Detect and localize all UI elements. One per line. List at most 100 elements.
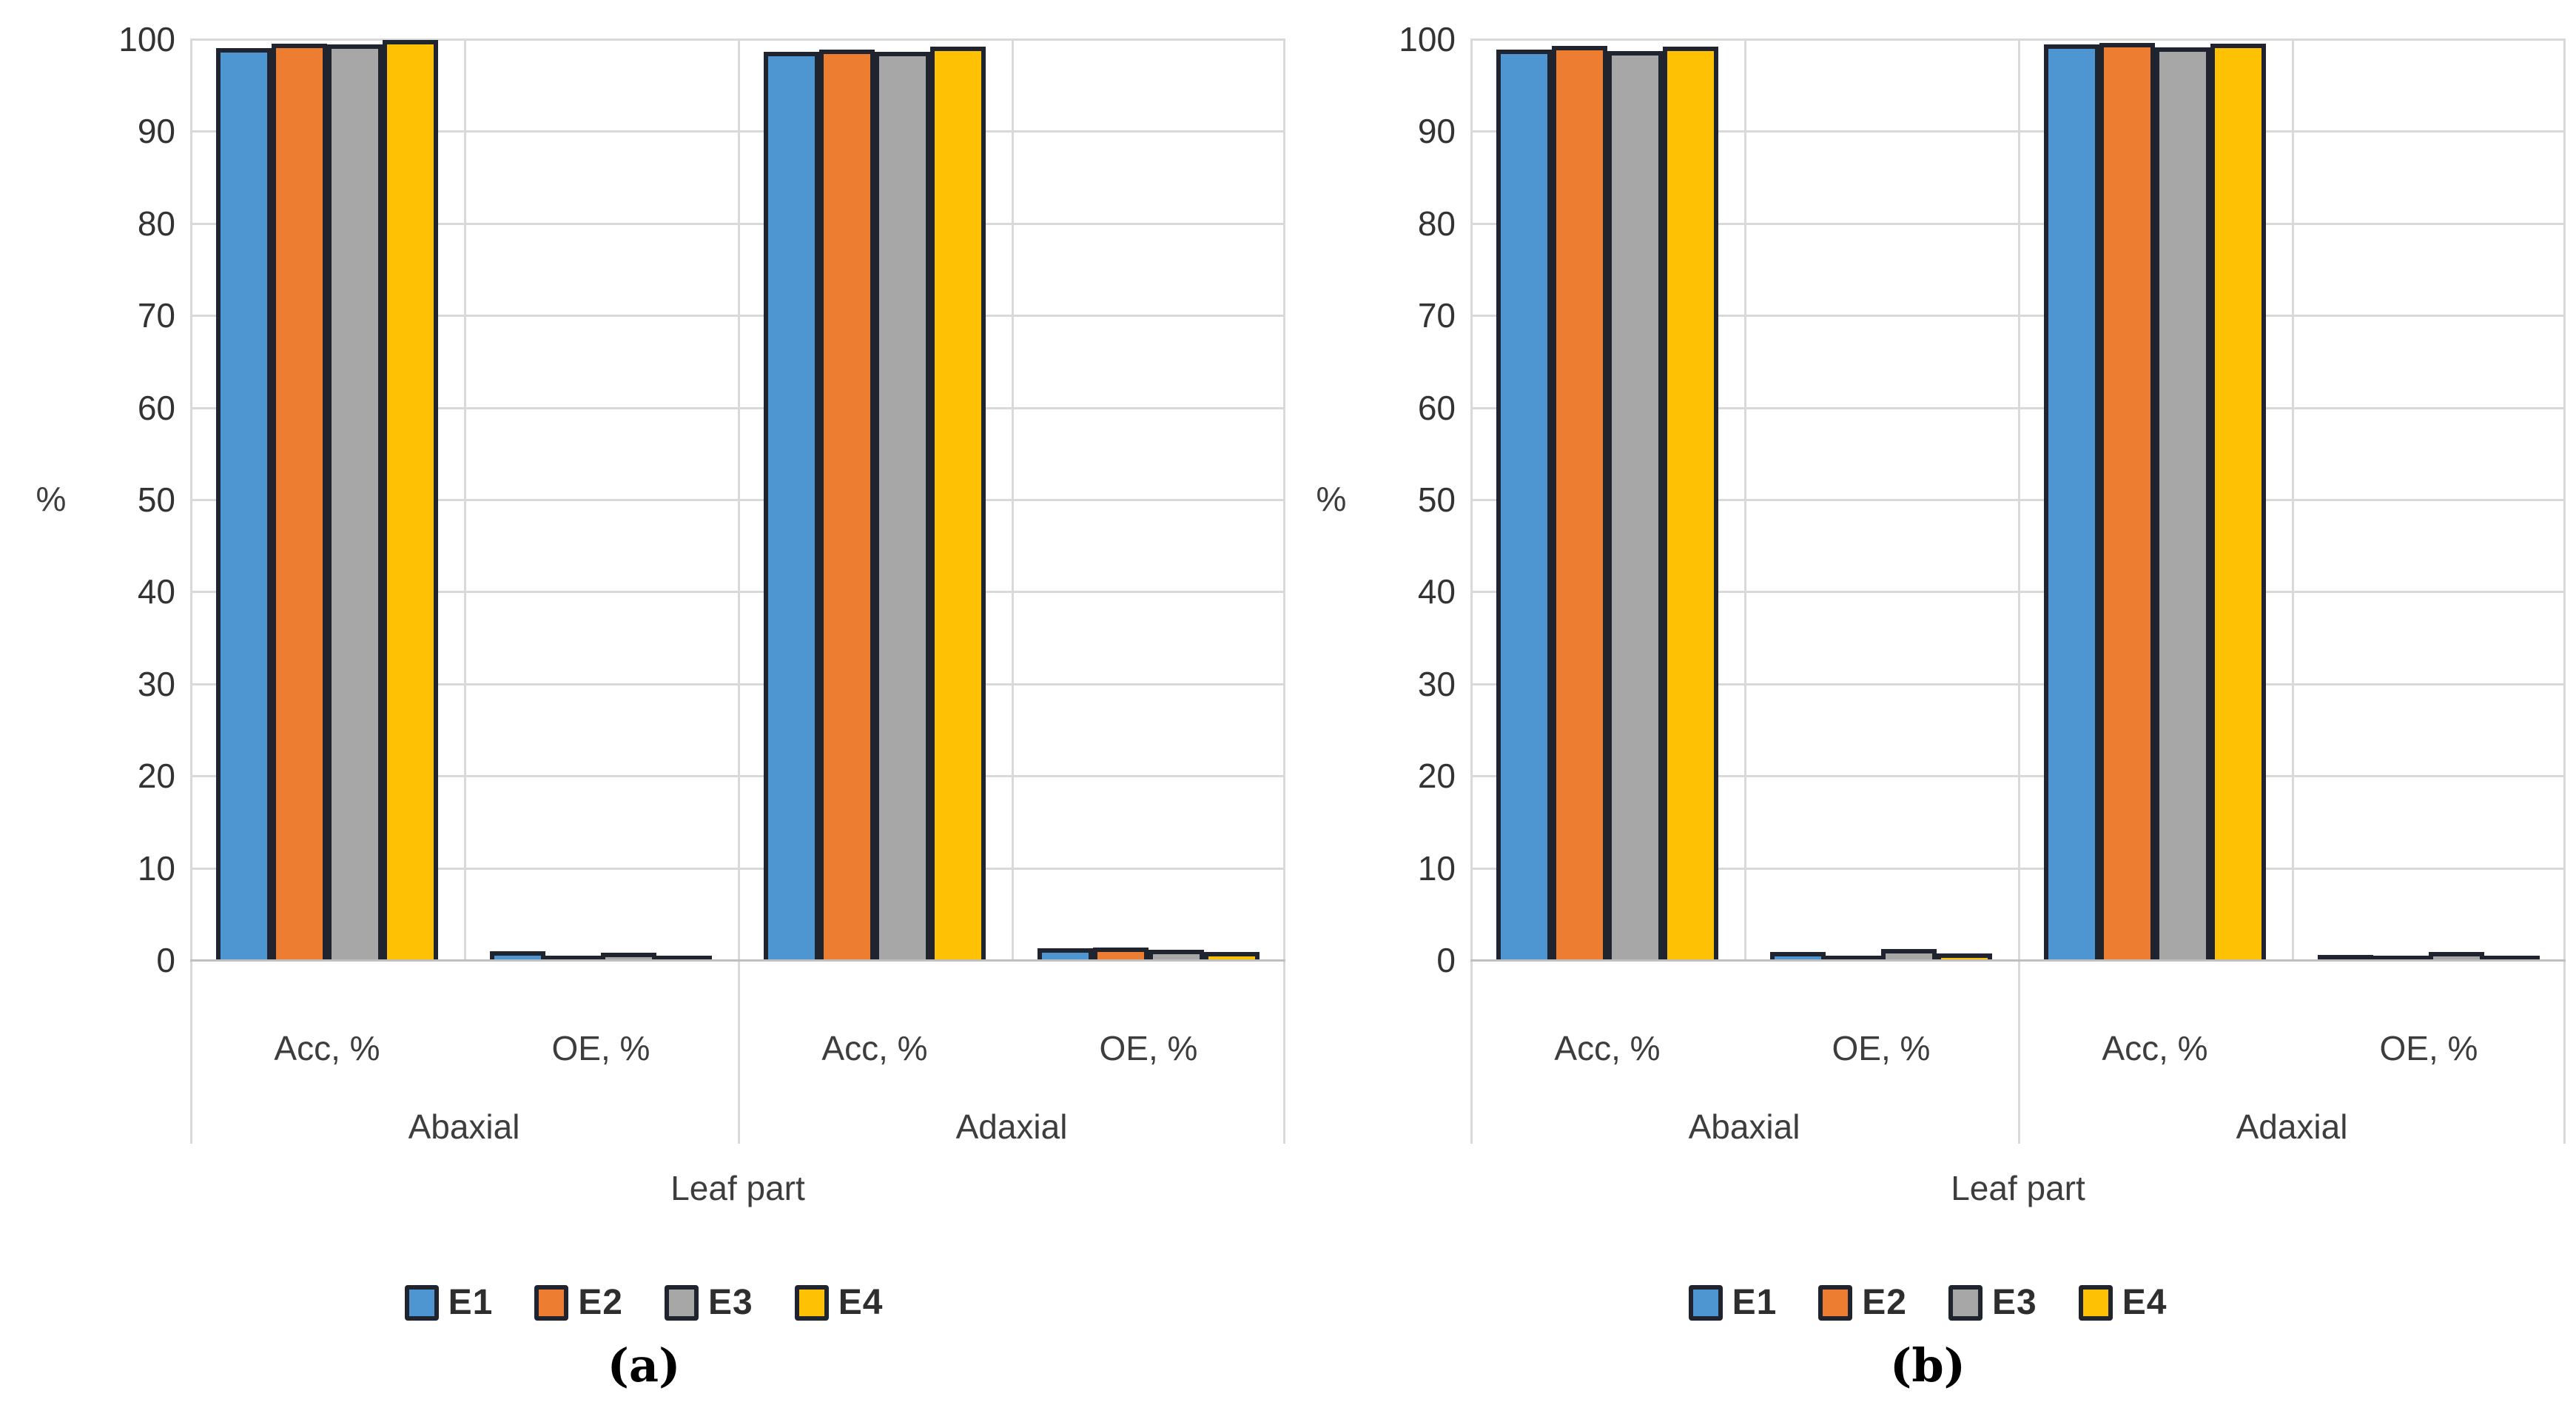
bar-a-AdaxialOE-E3: [1149, 950, 1204, 960]
metric-label-2: Acc, %: [2102, 1029, 2208, 1067]
legend-item-e3: E3: [1948, 1282, 2037, 1323]
bar-a-AdaxialAcc-E3: [875, 52, 930, 960]
y-tick-30: 30: [137, 664, 175, 703]
y-tick-80: 80: [137, 204, 175, 243]
y-tick-80: 80: [1417, 204, 1456, 243]
legend-swatch-e1-icon: [1688, 1284, 1723, 1321]
axis-separator-4: [1283, 960, 1285, 1144]
metric-label-3: OE, %: [2379, 1029, 2478, 1067]
bar-b-AdaxialAcc-E2: [2099, 43, 2155, 960]
y-tick-60: 60: [1417, 388, 1456, 427]
legend-item-e1: E1: [404, 1282, 494, 1323]
bar-a-AbaxialOE-E1: [490, 951, 545, 960]
legend-label-e1: E1: [1732, 1283, 1778, 1322]
bar-b-AdaxialAcc-E1: [2044, 44, 2099, 960]
bar-b-AdaxialAcc-E4: [2210, 44, 2266, 960]
metric-label-0: Acc, %: [274, 1029, 380, 1067]
axis-separator-2: [738, 960, 740, 1144]
chart-b: % 0 10 20 30 40 50 60 70 80 90 100 Acc, % OE, % Acc, …: [1291, 0, 2566, 1425]
y-tick-90: 90: [1417, 112, 1456, 151]
bar-b-AdaxialAcc-E3: [2155, 47, 2210, 960]
caption-b: (b): [1889, 1338, 1966, 1392]
x-axis-line: [190, 959, 1285, 962]
gridline-v-3: [2292, 39, 2294, 960]
y-axis-title: %: [36, 480, 67, 518]
axis-separator-0: [1470, 960, 1473, 1144]
y-tick-10: 10: [137, 848, 175, 888]
gridline-v-3: [1012, 39, 1014, 960]
metric-label-3: OE, %: [1099, 1029, 1198, 1067]
bar-a-AdaxialAcc-E1: [764, 52, 819, 960]
bar-a-AbaxialAcc-E4: [383, 40, 438, 960]
y-tick-0: 0: [1436, 941, 1456, 979]
chart-a: % 0 10 20 30 40 50 60 70 80 90 100 Acc, % OE, % Acc, …: [36, 20, 1285, 1392]
bar-b-AdaxialOE-E2: [2373, 956, 2429, 960]
plot-area-a: 0 10 20 30 40 50 60 70 80 90 100 Acc, % OE, % Acc, % O…: [118, 20, 1285, 1146]
y-tick-60: 60: [137, 388, 175, 427]
legend-label-e2: E2: [1862, 1283, 1907, 1322]
legend-item-e4: E4: [794, 1282, 884, 1323]
y-tick-20: 20: [1417, 757, 1456, 796]
legend-label-e4: E4: [838, 1283, 884, 1322]
y-tick-100: 100: [118, 20, 175, 58]
y-tick-10: 10: [1417, 848, 1456, 888]
legend-swatch-e2-icon: [534, 1284, 569, 1321]
y-tick-40: 40: [137, 572, 175, 611]
legend-swatch-e4-icon: [794, 1284, 829, 1321]
metric-label-1: OE, %: [1832, 1029, 1931, 1067]
group-label-adaxial: Adaxial: [955, 1107, 1068, 1146]
y-tick-70: 70: [1417, 296, 1456, 335]
legend-item-e4: E4: [2078, 1282, 2168, 1323]
gridline-v-0: [1470, 39, 1473, 960]
legend-label-e2: E2: [578, 1283, 623, 1322]
bar-a-AbaxialOE-E4: [656, 956, 712, 960]
metric-label-2: Acc, %: [821, 1029, 928, 1067]
bar-b-AbaxialOE-E2: [1826, 956, 1881, 960]
legend-item-e3: E3: [665, 1282, 753, 1323]
group-label-abaxial: Abaxial: [408, 1107, 520, 1146]
y-axis-title: %: [1316, 480, 1347, 518]
bar-b-AdaxialOE-E1: [2318, 955, 2373, 960]
legend-item-e1: E1: [1688, 1282, 1778, 1323]
bar-a-AdaxialOE-E1: [1038, 948, 1093, 960]
bar-b-AdaxialOE-E3: [2429, 952, 2484, 960]
bar-b-AbaxialAcc-E4: [1663, 47, 1718, 960]
gridline-v-1: [1744, 39, 1746, 960]
bar-a-AbaxialOE-E3: [601, 953, 656, 960]
x-axis-title: Leaf part: [670, 1169, 805, 1207]
plot-area-b: 0 10 20 30 40 50 60 70 80 90 100 Acc, % OE, % Acc, % O…: [1399, 20, 2566, 1146]
bar-a-AdaxialOE-E4: [1204, 952, 1260, 960]
gridline-v-2: [738, 39, 740, 960]
y-tick-40: 40: [1417, 572, 1456, 611]
y-tick-30: 30: [1417, 664, 1456, 703]
axis-separator-4: [2563, 960, 2566, 1144]
y-tick-0: 0: [156, 941, 175, 979]
gridline-v-4: [1283, 39, 1285, 960]
legend-item-e2: E2: [534, 1282, 623, 1323]
group-label-abaxial: Abaxial: [1688, 1107, 1800, 1146]
metric-label-0: Acc, %: [1554, 1029, 1661, 1067]
legend-swatch-e3-icon: [1948, 1284, 1983, 1321]
gridline-v-1: [464, 39, 466, 960]
bar-b-AbaxialOE-E4: [1937, 953, 1992, 960]
gridline-v-0: [190, 39, 192, 960]
axis-separator-2: [2018, 960, 2020, 1144]
x-axis-title: Leaf part: [1951, 1169, 2085, 1207]
bar-a-AbaxialAcc-E2: [272, 44, 327, 960]
bar-b-AbaxialAcc-E3: [1607, 51, 1663, 960]
legend-swatch-e3-icon: [665, 1284, 699, 1321]
bar-b-AbaxialOE-E1: [1770, 952, 1826, 960]
gridline-v-2: [2018, 39, 2020, 960]
bar-b-AdaxialOE-E4: [2484, 956, 2540, 960]
y-tick-20: 20: [137, 757, 175, 796]
x-axis-line: [1470, 959, 2566, 962]
bar-b-AbaxialAcc-E1: [1496, 50, 1552, 960]
bar-a-AdaxialAcc-E4: [930, 47, 986, 960]
y-tick-50: 50: [1417, 480, 1456, 519]
y-tick-50: 50: [137, 480, 175, 519]
bar-a-AbaxialAcc-E3: [327, 44, 383, 960]
gridline-v-4: [2563, 39, 2566, 960]
legend-label-e1: E1: [448, 1283, 494, 1322]
legend-label-e3: E3: [1992, 1283, 2037, 1322]
legend-label-e3: E3: [708, 1283, 753, 1322]
